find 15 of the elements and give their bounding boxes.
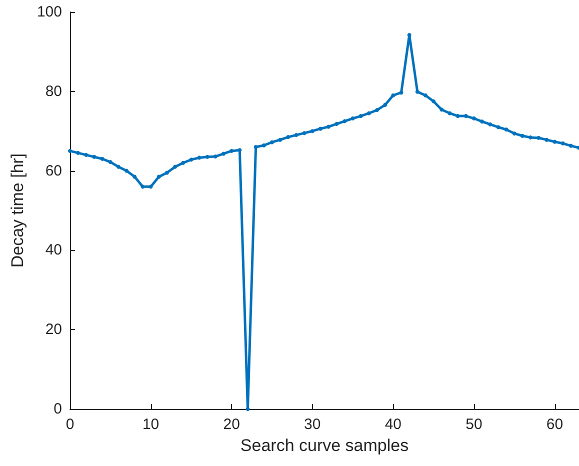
x-tick-label: 60 <box>546 416 564 433</box>
y-tick-label: 100 <box>36 4 62 20</box>
y-tick-label: 80 <box>45 82 62 100</box>
y-axis-title: Decay time [hr] <box>8 153 28 268</box>
x-tick-label: 40 <box>384 416 402 433</box>
x-tick-label: 30 <box>304 416 321 433</box>
x-tick-label: 0 <box>66 416 74 433</box>
x-tick-label: 20 <box>223 416 240 433</box>
x-tick-label: 10 <box>142 416 160 433</box>
y-tick-label: 0 <box>54 400 62 418</box>
y-tick-label: 60 <box>45 162 62 180</box>
x-axis-title: Search curve samples <box>240 436 409 455</box>
y-tick-label: 40 <box>45 242 62 259</box>
y-tick-label: 20 <box>45 321 62 338</box>
x-tick-label: 50 <box>466 416 482 433</box>
